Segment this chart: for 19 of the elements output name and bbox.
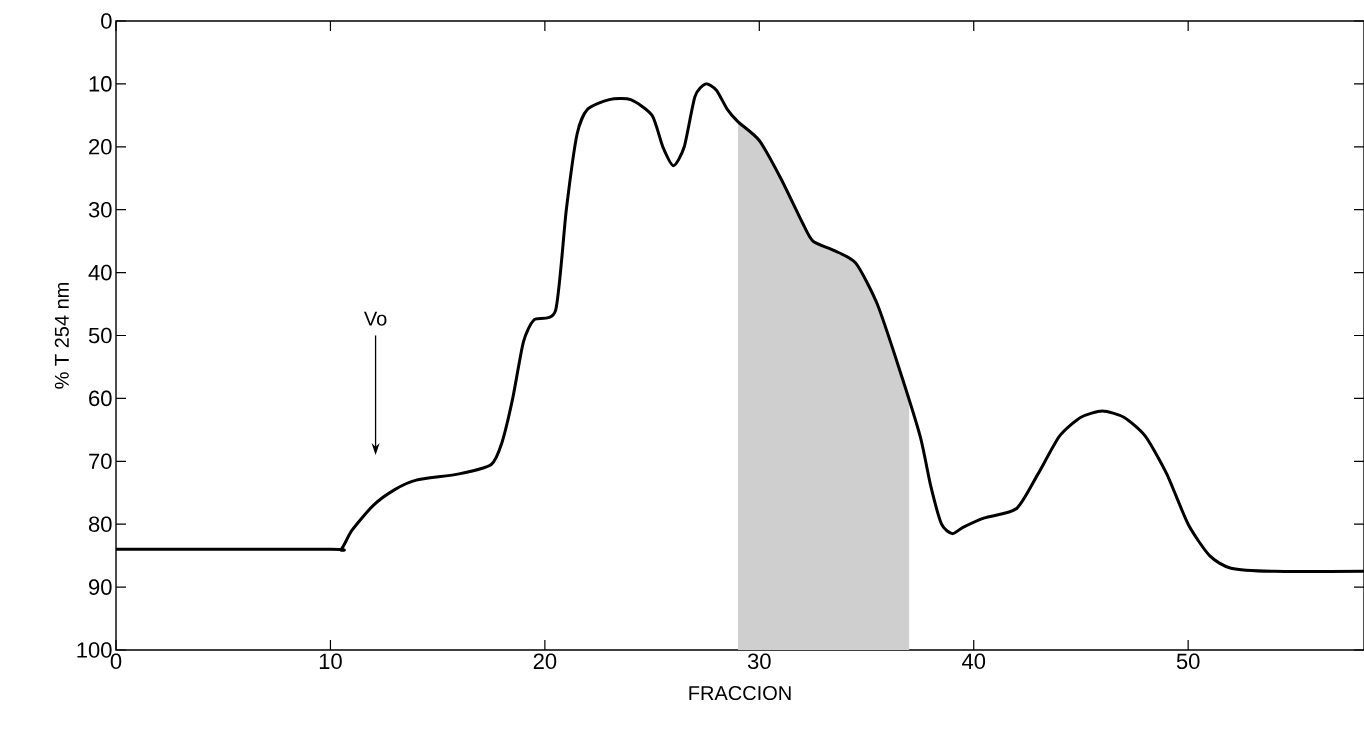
y-tick-label: 30 — [88, 201, 112, 218]
y-tick-label: 40 — [88, 264, 112, 281]
x-tick-label: 40 — [962, 653, 986, 670]
y-tick-label: 60 — [89, 390, 112, 407]
x-tick-label: 50 — [1176, 653, 1200, 670]
x-axis-title: FRACCION — [689, 685, 791, 701]
y-tick-label: 70 — [89, 453, 112, 470]
y-tick-label: 50 — [88, 327, 112, 344]
y-tick-label: 90 — [89, 579, 112, 595]
y-tick-label: 100 — [77, 642, 112, 658]
y-tick-label: 20 — [89, 139, 112, 155]
y-axis-title: % T 254 nm — [54, 282, 69, 389]
x-tick-label: 20 — [533, 653, 557, 670]
y-tick-label: 80 — [88, 516, 112, 532]
y-tick-label: 0 — [101, 13, 112, 29]
x-tick-label: 30 — [747, 653, 771, 670]
y-tick-label: 10 — [89, 76, 112, 92]
x-tick-label: 10 — [319, 653, 342, 670]
annotation: Vo — [364, 311, 387, 326]
